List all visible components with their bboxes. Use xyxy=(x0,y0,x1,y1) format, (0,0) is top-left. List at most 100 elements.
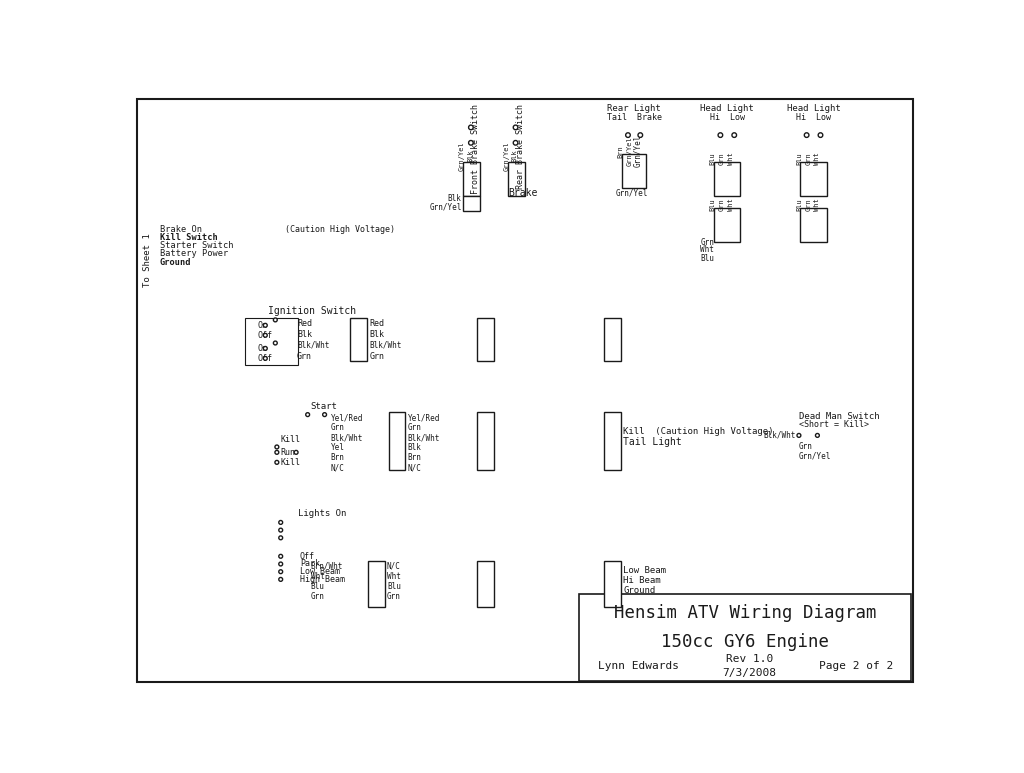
Circle shape xyxy=(279,570,283,574)
Text: Grn: Grn xyxy=(370,352,384,360)
Text: N/C: N/C xyxy=(387,562,400,570)
Bar xyxy=(604,318,621,362)
Circle shape xyxy=(638,133,643,138)
Text: (Caution High Voltage): (Caution High Voltage) xyxy=(285,224,394,233)
Text: Blk: Blk xyxy=(408,443,422,452)
Text: Blk: Blk xyxy=(447,194,462,203)
Circle shape xyxy=(815,434,819,438)
Text: Blk/Wht: Blk/Wht xyxy=(331,433,364,442)
Circle shape xyxy=(279,520,283,524)
Text: Hi Beam: Hi Beam xyxy=(624,577,660,585)
Circle shape xyxy=(469,141,473,145)
Text: Wht: Wht xyxy=(814,198,820,211)
Circle shape xyxy=(263,356,267,360)
Circle shape xyxy=(626,133,631,138)
Text: Grn/Yel: Grn/Yel xyxy=(627,136,633,166)
Text: Off: Off xyxy=(300,552,315,560)
Circle shape xyxy=(804,133,809,138)
Text: <Short = Kill>: <Short = Kill> xyxy=(799,421,869,429)
Text: Red: Red xyxy=(297,319,312,329)
Text: Wht: Wht xyxy=(728,198,734,211)
Bar xyxy=(801,208,826,242)
Text: Grn: Grn xyxy=(297,352,312,360)
Circle shape xyxy=(469,125,473,130)
Text: Lynn Edwards: Lynn Edwards xyxy=(598,662,679,672)
Text: Grn: Grn xyxy=(805,198,811,211)
Text: Blk: Blk xyxy=(297,330,312,339)
Text: Rear Light: Rear Light xyxy=(607,104,662,113)
Circle shape xyxy=(279,577,283,581)
Bar xyxy=(604,561,621,607)
Text: Grn/Yel: Grn/Yel xyxy=(799,451,831,461)
Bar xyxy=(463,196,480,211)
Text: Head Light: Head Light xyxy=(700,104,755,113)
Circle shape xyxy=(279,562,283,566)
Bar xyxy=(714,208,740,242)
Text: Blk: Blk xyxy=(467,149,473,162)
Text: Blu: Blu xyxy=(387,582,400,591)
Text: Kill: Kill xyxy=(281,434,301,444)
Text: Starter Switch: Starter Switch xyxy=(160,241,233,250)
Text: Wht: Wht xyxy=(310,572,325,581)
Text: Grn: Grn xyxy=(805,152,811,165)
Circle shape xyxy=(306,413,309,417)
Text: Blk/Wht: Blk/Wht xyxy=(408,433,440,442)
Text: Blu: Blu xyxy=(310,582,325,591)
Text: Yel/Red: Yel/Red xyxy=(331,414,364,422)
Text: Rev 1.0: Rev 1.0 xyxy=(726,655,773,665)
Bar xyxy=(580,594,911,681)
Bar xyxy=(508,162,525,196)
Text: Blk/Wht: Blk/Wht xyxy=(370,341,401,350)
Text: N/C: N/C xyxy=(408,463,422,472)
Circle shape xyxy=(263,333,267,337)
Circle shape xyxy=(797,434,801,438)
Text: Blk/Wht: Blk/Wht xyxy=(297,341,330,350)
Text: Blu: Blu xyxy=(796,152,802,165)
Bar xyxy=(477,318,494,362)
Bar xyxy=(477,412,494,470)
Text: On: On xyxy=(258,321,267,330)
Circle shape xyxy=(263,323,267,327)
Text: Grn/Yel: Grn/Yel xyxy=(429,203,462,212)
Text: Hensim ATV Wiring Diagram: Hensim ATV Wiring Diagram xyxy=(613,604,877,621)
Circle shape xyxy=(273,341,278,345)
Text: Blk: Blk xyxy=(370,330,384,339)
Circle shape xyxy=(279,554,283,558)
Text: Hi  Low: Hi Low xyxy=(710,113,744,122)
Text: Low Beam: Low Beam xyxy=(300,567,340,576)
Bar xyxy=(604,412,621,470)
Text: Tail  Brake: Tail Brake xyxy=(606,113,662,122)
Text: Run: Run xyxy=(281,448,296,457)
Text: Grn: Grn xyxy=(408,423,422,432)
Text: Kill  (Caution High Voltage): Kill (Caution High Voltage) xyxy=(624,427,774,436)
Text: Grn: Grn xyxy=(719,152,725,165)
Text: Grn: Grn xyxy=(331,423,345,432)
Circle shape xyxy=(513,125,518,130)
Text: On: On xyxy=(258,344,267,353)
Text: High Beam: High Beam xyxy=(300,575,345,584)
Circle shape xyxy=(818,133,823,138)
Text: Ground: Ground xyxy=(624,587,655,595)
Text: Blu: Blu xyxy=(710,198,716,211)
Text: Start: Start xyxy=(310,403,337,411)
Text: Wht: Wht xyxy=(814,152,820,165)
Text: Yel/Red: Yel/Red xyxy=(408,414,440,422)
Bar xyxy=(714,162,740,196)
Text: Brn: Brn xyxy=(331,453,345,462)
Circle shape xyxy=(263,346,267,350)
Text: Lights On: Lights On xyxy=(298,509,347,519)
Text: Off: Off xyxy=(258,354,272,363)
Text: Low Beam: Low Beam xyxy=(624,567,667,575)
Text: Ground: Ground xyxy=(160,257,191,267)
Text: Rear Brake Switch: Rear Brake Switch xyxy=(515,104,524,189)
Text: Blu: Blu xyxy=(700,254,714,263)
Text: Brn: Brn xyxy=(617,145,624,158)
Text: Page 2 of 2: Page 2 of 2 xyxy=(819,662,893,672)
Text: Brake: Brake xyxy=(508,188,538,198)
Text: Front Brake Switch: Front Brake Switch xyxy=(471,104,480,194)
Text: 150cc GY6 Engine: 150cc GY6 Engine xyxy=(662,633,829,651)
Text: Grn: Grn xyxy=(700,237,714,247)
Text: Grn/Yel: Grn/Yel xyxy=(459,141,465,171)
Text: Brn/Wht: Brn/Wht xyxy=(310,562,343,570)
Text: Blk: Blk xyxy=(512,149,518,162)
